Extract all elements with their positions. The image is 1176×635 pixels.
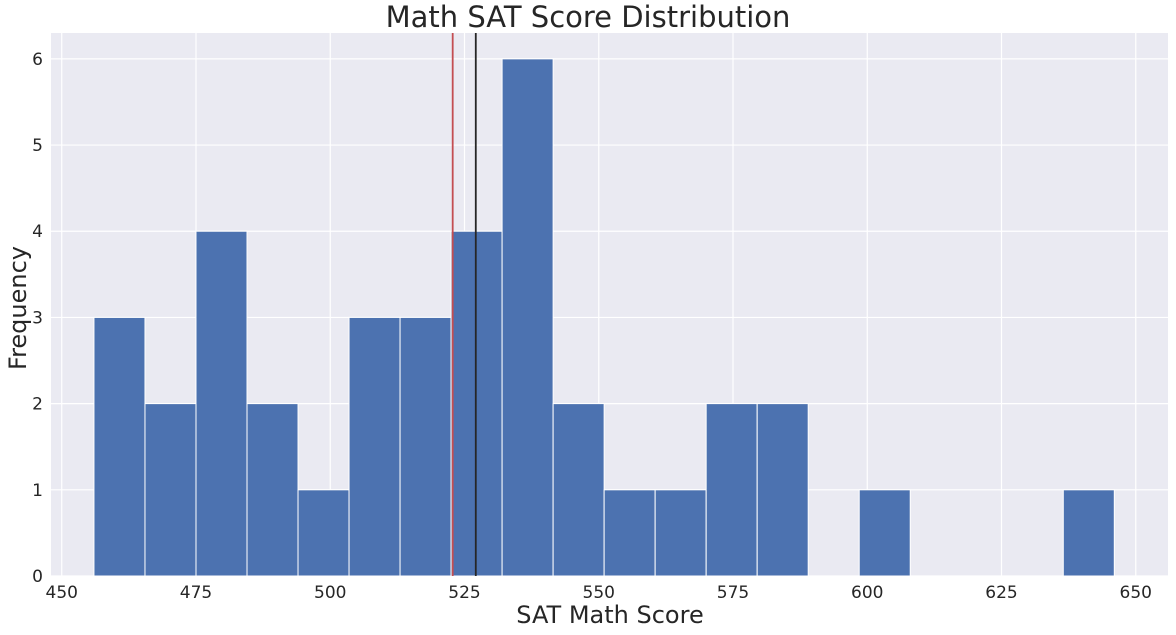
histogram-bar <box>399 316 452 577</box>
x-tick-label: 450 <box>46 583 78 603</box>
x-tick-label: 625 <box>985 583 1017 603</box>
y-tick-label: 1 <box>32 481 43 501</box>
x-tick-labels: 450 475 500 525 550 575 600 625 650 <box>46 583 1152 603</box>
histogram-bar <box>552 403 605 577</box>
y-tick-label: 0 <box>32 567 43 587</box>
histogram-bar <box>501 58 554 577</box>
y-tick-label: 6 <box>32 50 43 70</box>
histogram-bar <box>348 316 401 577</box>
histogram-bar <box>195 230 248 577</box>
histogram-bar <box>1062 489 1115 577</box>
histogram-bar <box>144 403 197 577</box>
histogram-bar <box>858 489 911 577</box>
chart-title: Math SAT Score Distribution <box>386 0 791 34</box>
x-tick-label: 650 <box>1120 583 1152 603</box>
histogram-bar <box>603 489 656 577</box>
reference-lines <box>451 33 477 576</box>
x-tick-label: 575 <box>717 583 749 603</box>
x-axis-label: SAT Math Score <box>516 601 703 629</box>
histogram-bar <box>705 403 758 577</box>
y-tick-labels: 0 1 2 3 4 5 6 <box>32 50 43 587</box>
x-tick-label: 550 <box>583 583 615 603</box>
y-tick-label: 3 <box>32 308 43 328</box>
x-tick-label: 600 <box>851 583 883 603</box>
x-tick-label: 500 <box>314 583 346 603</box>
histogram-bar <box>756 403 809 577</box>
x-tick-label: 475 <box>180 583 212 603</box>
y-tick-label: 5 <box>32 136 43 156</box>
y-axis-label: Frequency <box>4 246 32 370</box>
y-tick-label: 2 <box>32 395 43 415</box>
histogram-bar <box>654 489 707 577</box>
histogram-bar <box>93 316 146 577</box>
histogram-bar <box>246 403 299 577</box>
x-tick-label: 525 <box>448 583 480 603</box>
y-tick-label: 4 <box>32 222 43 242</box>
histogram-bar <box>297 489 350 577</box>
